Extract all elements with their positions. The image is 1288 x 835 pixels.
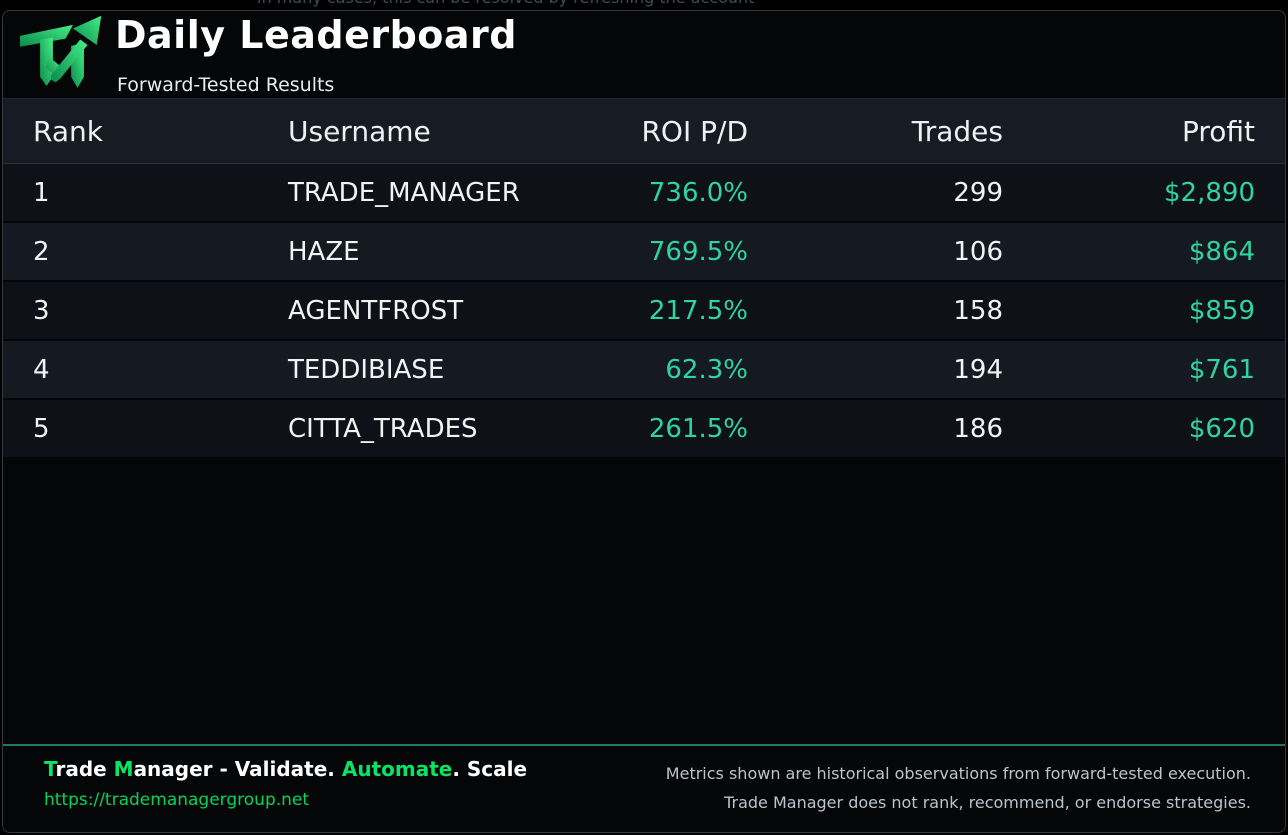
profit-cell: $864 [1188, 236, 1255, 267]
brand-segment: anager - Validate. [133, 757, 342, 781]
username-cell: TEDDIBIASE [288, 354, 445, 385]
table-row: 4 TEDDIBIASE 62.3% 194 $761 [3, 341, 1285, 398]
trades-cell: 194 [953, 354, 1003, 385]
brand-segment: Automate [341, 757, 453, 781]
roi-cell: 261.5% [648, 413, 748, 444]
footer-disclaimer-block: Metrics shown are historical observation… [666, 759, 1251, 817]
profit-cell: $761 [1188, 354, 1255, 385]
background-clipped-text-content: In many cases, this can be resolved by r… [257, 0, 755, 7]
column-header-username: Username [288, 114, 431, 148]
column-header-rank: Rank [33, 114, 103, 148]
trades-cell: 186 [953, 413, 1003, 444]
roi-cell: 62.3% [665, 354, 748, 385]
page-subtitle: Forward-Tested Results [117, 74, 335, 96]
card-header: Daily Leaderboard Forward-Tested Results [3, 11, 1285, 98]
username-cell: TRADE_MANAGER [288, 177, 520, 208]
footer-brand-block: Trade Manager - Validate. Automate. Scal… [44, 757, 527, 810]
brand-segment: rade [55, 757, 114, 781]
leaderboard-rows: 1 TRADE_MANAGER 736.0% 299 $2,890 2 HAZE… [3, 164, 1285, 457]
column-header-roi: ROI P/D [641, 114, 748, 148]
background-clipped-text: • In many cases, this can be resolved by … [238, 0, 754, 7]
list-bullet-icon: • [238, 0, 247, 7]
table-header-row: Rank Username ROI P/D Trades Profit [3, 98, 1285, 164]
footer-url-link[interactable]: https://trademanagergroup.net [44, 790, 310, 810]
brand-segment: . Scale [452, 757, 528, 781]
card-footer: Trade Manager - Validate. Automate. Scal… [3, 744, 1285, 832]
trades-cell: 299 [953, 177, 1003, 208]
rank-cell: 3 [33, 295, 50, 326]
username-cell: HAZE [288, 236, 360, 267]
table-row: 5 CITTA_TRADES 261.5% 186 $620 [3, 400, 1285, 457]
footer-brand-tagline: Trade Manager - Validate. Automate. Scal… [44, 757, 527, 781]
profit-cell: $620 [1188, 413, 1255, 444]
roi-cell: 769.5% [648, 236, 748, 267]
rank-cell: 1 [33, 177, 50, 208]
trade-manager-logo-icon [20, 15, 102, 88]
table-row: 1 TRADE_MANAGER 736.0% 299 $2,890 [3, 164, 1285, 221]
table-row: 2 HAZE 769.5% 106 $864 [3, 223, 1285, 280]
trades-cell: 106 [953, 236, 1003, 267]
rank-cell: 4 [33, 354, 50, 385]
column-header-trades: Trades [911, 114, 1003, 148]
roi-cell: 217.5% [648, 295, 748, 326]
rank-cell: 2 [33, 236, 50, 267]
background-page-strip: • In many cases, this can be resolved by … [0, 0, 1288, 9]
trades-cell: 158 [953, 295, 1003, 326]
page-title: Daily Leaderboard [115, 13, 517, 57]
username-cell: AGENTFROST [288, 295, 464, 326]
table-row: 3 AGENTFROST 217.5% 158 $859 [3, 282, 1285, 339]
roi-cell: 736.0% [648, 177, 748, 208]
profit-cell: $2,890 [1164, 177, 1255, 208]
profit-cell: $859 [1188, 295, 1255, 326]
column-header-profit: Profit [1181, 114, 1255, 148]
username-cell: CITTA_TRADES [288, 413, 478, 444]
brand-segment: M [113, 757, 134, 781]
disclaimer-line-1: Metrics shown are historical observation… [665, 764, 1251, 783]
leaderboard-card: Daily Leaderboard Forward-Tested Results… [2, 10, 1286, 833]
disclaimer-line-2: Trade Manager does not rank, recommend, … [724, 793, 1251, 812]
rank-cell: 5 [33, 413, 50, 444]
brand-segment: T [44, 757, 56, 781]
